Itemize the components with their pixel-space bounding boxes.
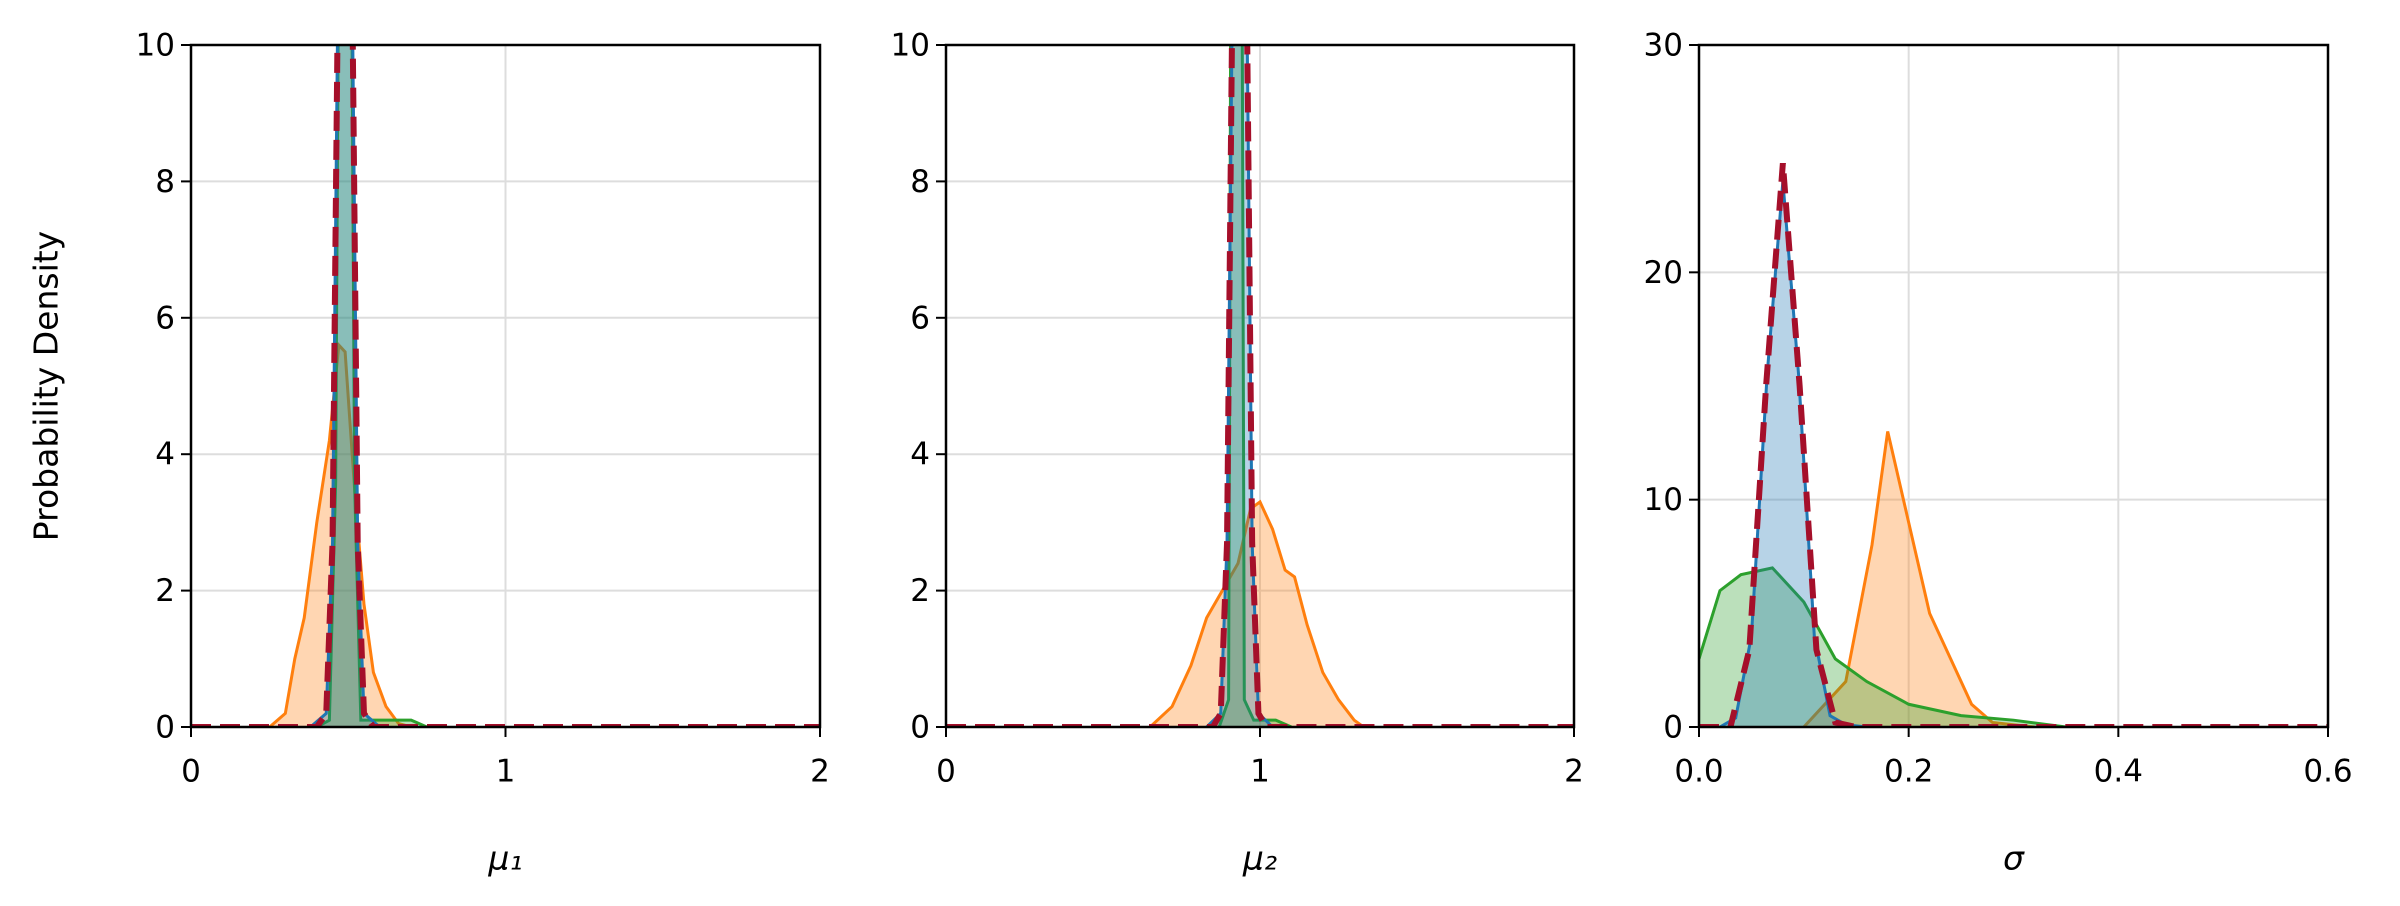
x-tick-label: 1 — [496, 754, 516, 790]
y-tick-label: 4 — [910, 437, 930, 473]
x-axis-label: σ — [2003, 839, 2025, 878]
subplot: 0 1 2 0 2 4 6 8 10 μ₁ Probability Density — [27, 28, 830, 878]
axes-frame — [189, 43, 822, 729]
axes-frame — [1697, 43, 2330, 729]
x-tick-label: 2 — [1564, 754, 1584, 790]
area — [316, 45, 427, 727]
subplot: 0.0 0.2 0.4 0.6 0 10 20 30 σ — [1644, 28, 2353, 878]
axes-frame — [944, 43, 1576, 729]
x-tick-label: 0.0 — [1674, 754, 1723, 790]
subplot: 0 1 2 0 2 4 6 8 10 μ₂ — [891, 28, 1584, 878]
density-line — [268, 341, 412, 727]
x-axis-label: μ₂ — [1242, 839, 1277, 878]
area — [1699, 567, 2066, 727]
y-tick-label: 2 — [910, 573, 930, 609]
area — [269, 345, 412, 727]
area — [310, 45, 380, 727]
x-tick-label: 2 — [810, 754, 830, 790]
y-tick-label: 8 — [910, 164, 930, 200]
y-tick-label: 0 — [910, 710, 930, 746]
x-tick-label: 1 — [1250, 754, 1270, 790]
dashed-line — [1699, 162, 2328, 727]
density-line — [1802, 431, 2035, 727]
y-tick-label: 10 — [1644, 482, 1683, 518]
y-tick-label: 10 — [136, 28, 175, 64]
area — [1219, 45, 1292, 727]
area — [1206, 45, 1273, 727]
density-line — [1149, 499, 1365, 727]
y-axis-label: Probability Density — [27, 231, 66, 541]
area — [1803, 431, 2035, 727]
x-tick-label: 0.6 — [2303, 754, 2352, 790]
y-tick-label: 0 — [155, 710, 175, 746]
y-tick-label: 4 — [155, 437, 175, 473]
x-axis-label: μ₁ — [487, 839, 522, 878]
y-tick-label: 0 — [1663, 710, 1683, 746]
y-tick-label: 6 — [910, 300, 930, 336]
y-tick-label: 30 — [1644, 28, 1683, 64]
dashed-line — [946, 45, 1574, 727]
x-tick-label: 0 — [181, 754, 201, 790]
y-tick-label: 20 — [1644, 255, 1683, 291]
area — [1719, 181, 1867, 727]
x-tick-label: 0.4 — [2094, 754, 2143, 790]
density-line — [1699, 566, 2067, 727]
y-tick-label: 10 — [891, 28, 930, 64]
y-tick-label: 2 — [155, 573, 175, 609]
y-tick-label: 8 — [155, 164, 175, 200]
y-tick-label: 6 — [155, 300, 175, 336]
x-tick-label: 0.2 — [1884, 754, 1933, 790]
x-tick-label: 0 — [936, 754, 956, 790]
